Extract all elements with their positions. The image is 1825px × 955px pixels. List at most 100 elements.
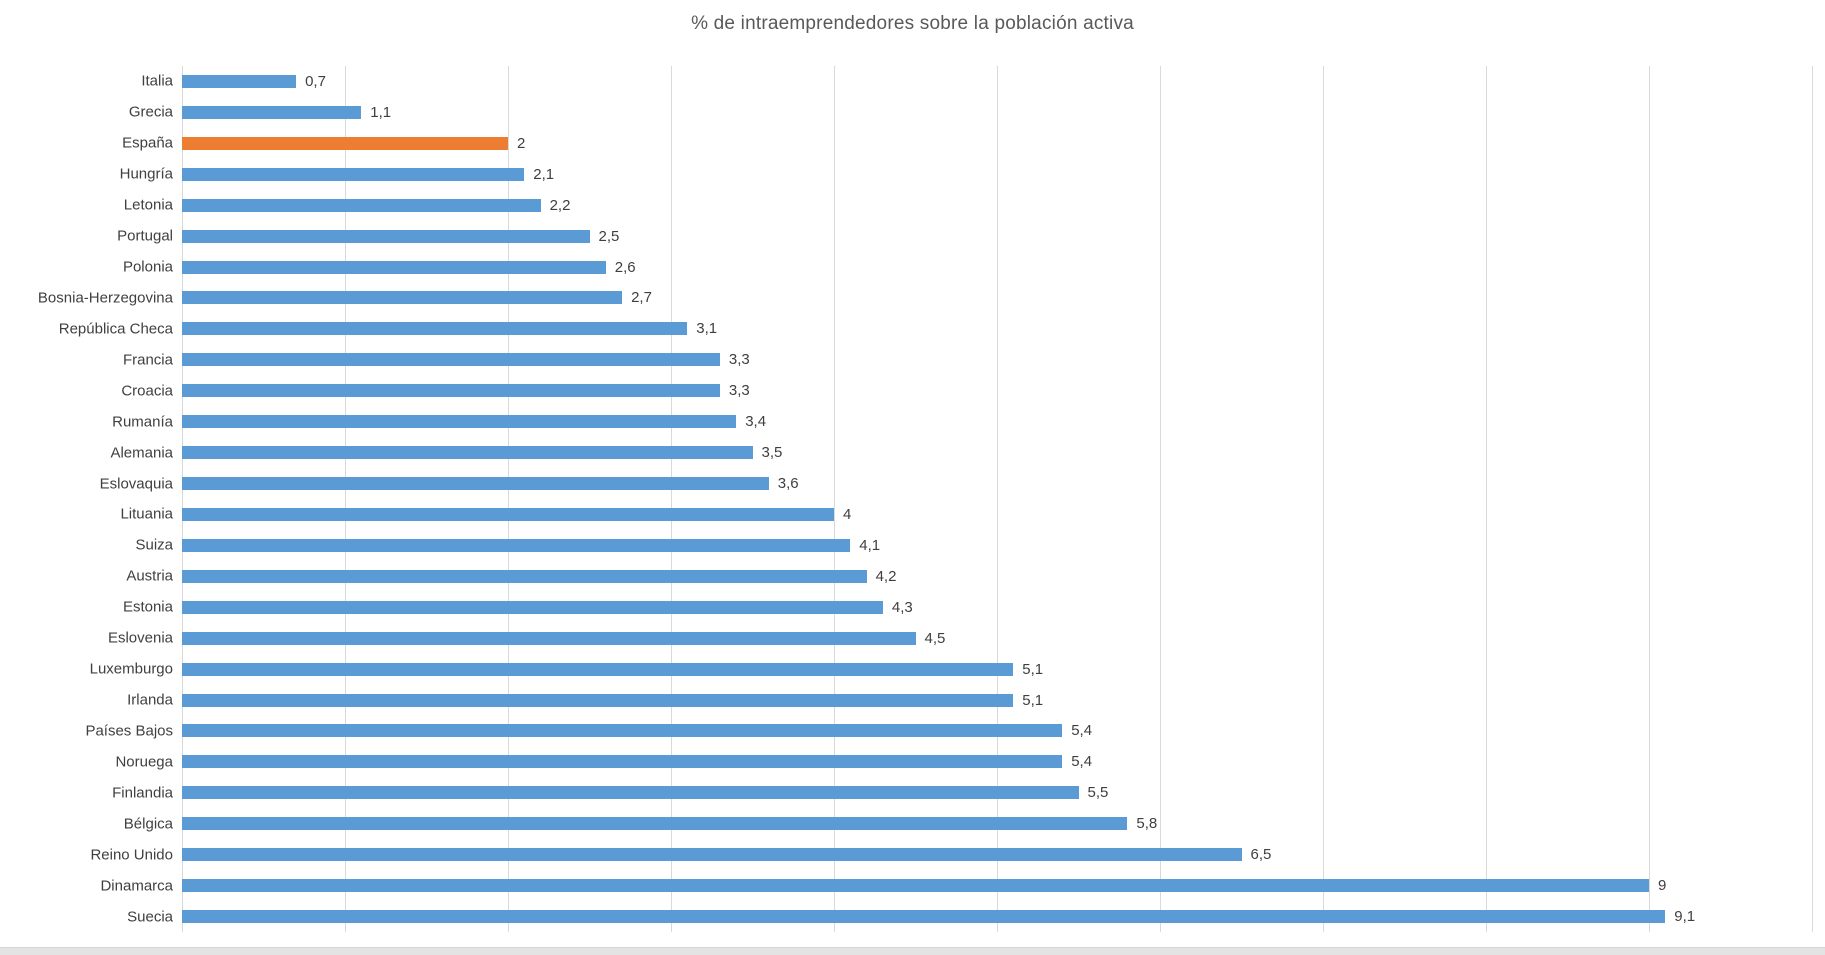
bar [182, 538, 851, 552]
bar [182, 910, 1666, 924]
category-label: Eslovenia [107, 629, 173, 647]
bar [182, 507, 834, 521]
value-label: 5,5 [1087, 784, 1109, 802]
category-label: Luxemburgo [89, 660, 173, 678]
value-label: 1,1 [370, 103, 392, 121]
value-label: 3,6 [777, 475, 799, 493]
category-label: Francia [122, 351, 173, 369]
bar [182, 879, 1649, 893]
bar-row: Estonia 4,3 [123, 592, 1812, 623]
value-label: 4 [843, 505, 852, 523]
category-label: Dinamarca [100, 877, 173, 895]
bar-row: Francia 3,3 [123, 344, 1812, 375]
bar [182, 322, 688, 336]
bar [182, 724, 1063, 738]
gridline [1649, 66, 1650, 932]
bar [182, 569, 867, 583]
gridline [508, 66, 509, 932]
bar-row: España 2 [122, 128, 1812, 159]
bar-row: Austria 4,2 [126, 561, 1812, 592]
category-label: Bélgica [123, 815, 173, 833]
category-label: Eslovaquia [99, 475, 173, 493]
bar [182, 786, 1079, 800]
bar [182, 631, 916, 645]
bar-row: Hungría 2,1 [120, 159, 1812, 190]
bar-row: Luxemburgo 5,1 [90, 654, 1812, 685]
value-label: 3,1 [696, 320, 718, 338]
category-label: Lituania [120, 505, 173, 523]
bar-row: Eslovenia 4,5 [108, 623, 1812, 654]
category-label: Portugal [117, 227, 173, 245]
bar [182, 198, 541, 212]
value-label: 2,6 [614, 258, 636, 276]
horizontal-scrollbar-track[interactable] [0, 947, 1825, 955]
gridline [997, 66, 998, 932]
bar-row: Noruega 5,4 [115, 746, 1812, 777]
bar [182, 167, 525, 181]
value-label: 2,5 [598, 227, 620, 245]
bar-row: Portugal 2,5 [117, 221, 1812, 252]
value-label: 3,3 [728, 351, 750, 369]
category-label: República Checa [58, 320, 173, 338]
bar [182, 446, 753, 460]
bar [182, 105, 362, 119]
category-label: Hungría [119, 165, 173, 183]
bar-row: Países Bajos 5,4 [85, 716, 1812, 747]
bar [182, 477, 769, 491]
bar [182, 415, 737, 429]
value-label: 5,1 [1022, 660, 1044, 678]
plot-area: Italia 0,7 Grecia 1,1 España 2 Hungría 2… [38, 66, 1813, 932]
bar-row: Alemania 3,5 [110, 437, 1812, 468]
bar-row: Reino Unido 6,5 [90, 839, 1812, 870]
bar-row: Suiza 4,1 [135, 530, 1812, 561]
bar-rows: Italia 0,7 Grecia 1,1 España 2 Hungría 2… [38, 66, 1812, 932]
bar [182, 136, 508, 150]
bar-row: Bosnia-Herzegovina 2,7 [38, 283, 1812, 314]
category-label: Austria [126, 567, 173, 585]
category-label: Grecia [128, 103, 173, 121]
value-label: 5,8 [1136, 815, 1158, 833]
category-label: Letonia [123, 196, 173, 214]
chart-title: % de intraemprendedores sobre la poblaci… [691, 13, 1134, 34]
bar [182, 693, 1014, 707]
category-label: Bosnia-Herzegovina [37, 289, 173, 307]
value-label: 5,1 [1022, 691, 1044, 709]
bar-row: Suecia 9,1 [127, 901, 1812, 932]
gridline [1323, 66, 1324, 932]
category-label: Croacia [121, 382, 173, 400]
value-label: 4,1 [859, 536, 881, 554]
bar-row: Dinamarca 9 [100, 870, 1812, 901]
gridline [1160, 66, 1161, 932]
bar [182, 600, 883, 614]
category-label: Polonia [122, 258, 173, 276]
bar [182, 353, 720, 367]
bar [182, 662, 1014, 676]
category-label: Italia [141, 72, 173, 90]
gridline [1812, 66, 1813, 932]
bar [182, 229, 590, 243]
bar-row: Polonia 2,6 [123, 252, 1812, 283]
value-label: 2,7 [631, 289, 652, 307]
gridline [1486, 66, 1487, 932]
bar [182, 384, 720, 398]
value-label: 6,5 [1250, 846, 1272, 864]
bar-row: República Checa 3,1 [59, 313, 1812, 344]
value-label: 2,2 [549, 196, 571, 214]
value-label: 4,5 [924, 629, 946, 647]
bar-row: Finlandia 5,5 [112, 777, 1812, 808]
value-label: 5,4 [1071, 722, 1093, 740]
gridline [834, 66, 835, 932]
bar-row: Bélgica 5,8 [124, 808, 1812, 839]
category-label: Irlanda [127, 691, 173, 709]
bar [182, 291, 623, 305]
bar-row: Letonia 2,2 [124, 190, 1812, 221]
bar-row: Rumanía 3,4 [112, 406, 1812, 437]
category-label: Alemania [110, 444, 173, 462]
value-label: 0,7 [305, 72, 326, 90]
bar-row: Italia 0,7 [141, 66, 1812, 97]
bar-row: Lituania 4 [120, 499, 1812, 530]
value-label: 9 [1658, 877, 1667, 895]
bar [182, 817, 1128, 831]
bar-row: Croacia 3,3 [121, 375, 1812, 406]
